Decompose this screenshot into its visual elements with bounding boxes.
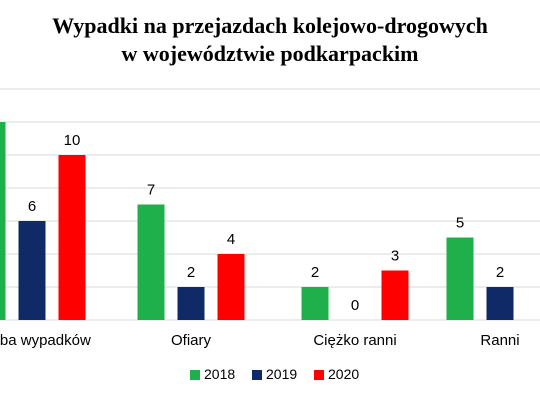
bar-2020-0	[58, 155, 86, 320]
legend-swatch-2019	[252, 370, 262, 380]
bar-2018-1	[137, 204, 165, 320]
data-label-2018-1: 7	[147, 182, 155, 199]
bar-2020-1	[217, 254, 245, 320]
bar-2019-0	[18, 221, 46, 320]
data-label-2018-3: 5	[456, 215, 464, 232]
bar-2019-1	[177, 287, 205, 320]
data-label-2020-2: 3	[391, 248, 399, 265]
category-label-0: Liczba wypadków	[0, 332, 91, 349]
data-label-2019-3: 2	[496, 264, 504, 281]
chart-title-line-2: w województwie podkarpackim	[121, 41, 419, 66]
category-label-3: Ranni	[480, 332, 519, 349]
bar-2018-0	[0, 122, 6, 320]
bar-2019-3	[486, 287, 514, 320]
legend-swatch-2020	[314, 370, 324, 380]
chart-title-line-1: Wypadki na przejazdach kolejowo-drogowyc…	[52, 13, 488, 38]
category-label-1: Ofiary	[171, 332, 212, 349]
legend-swatch-2018	[190, 370, 200, 380]
data-label-2020-1: 4	[227, 231, 235, 248]
data-label-2018-2: 2	[311, 264, 319, 281]
bar-2018-2	[301, 287, 329, 320]
data-label-2019-2: 0	[351, 297, 359, 314]
data-label-2019-1: 2	[187, 264, 195, 281]
chart-title: Wypadki na przejazdach kolejowo-drogowyc…	[0, 12, 540, 68]
data-label-2020-0: 10	[64, 132, 81, 149]
legend-label-2018: 2018	[204, 366, 235, 382]
legend-label-2019: 2019	[266, 366, 297, 382]
bar-2018-3	[446, 237, 474, 320]
legend-label-2020: 2020	[328, 366, 359, 382]
data-label-2019-0: 6	[28, 198, 36, 215]
category-label-2: Ciężko ranni	[313, 332, 396, 349]
bar-2020-2	[381, 270, 409, 320]
